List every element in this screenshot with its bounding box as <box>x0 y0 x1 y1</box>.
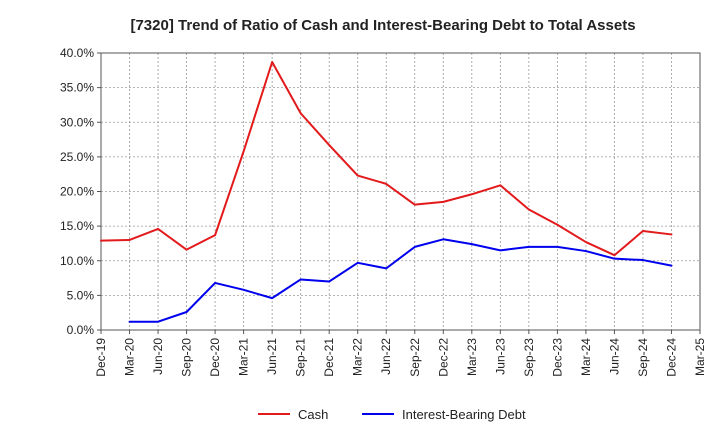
x-tick-label: Dec-19 <box>94 338 108 377</box>
grid-lines <box>101 52 700 330</box>
x-tick-label: Sep-20 <box>180 338 194 377</box>
x-tick-label: Sep-24 <box>636 338 650 377</box>
x-tick-label: Jun-20 <box>151 338 165 375</box>
y-tick-label: 10.0% <box>60 254 94 268</box>
series-group <box>100 61 673 257</box>
axes: 0.0% 5.0% 10.0% 15.0% 20.0% 25.0% 30.0% 35.0% 40… <box>60 46 707 377</box>
x-tick-label: Sep-22 <box>408 338 422 377</box>
legend-label: Cash <box>298 407 328 422</box>
legend-label: Interest-Bearing Debt <box>402 407 526 422</box>
chart-title: [7320] Trend of Ratio of Cash and Intere… <box>130 17 635 34</box>
x-tick-label: Jun-23 <box>493 338 507 375</box>
x-tick-label: Sep-21 <box>294 338 308 377</box>
x-tick-label: Dec-21 <box>322 338 336 377</box>
x-tick-label: Dec-24 <box>664 338 678 377</box>
y-tick-label: 20.0% <box>60 185 94 199</box>
y-tick-label: 15.0% <box>60 219 94 233</box>
legend: Cash Interest-Bearing Debt <box>258 407 526 422</box>
x-tick-label: Jun-22 <box>379 338 393 375</box>
x-tick-label: Jun-21 <box>265 338 279 375</box>
x-tick-label: Mar-24 <box>579 338 593 376</box>
x-tick-label: Dec-22 <box>436 338 450 377</box>
y-tick-label: 30.0% <box>60 115 94 129</box>
x-tick-label: Mar-21 <box>237 338 251 376</box>
x-tick-label: Sep-23 <box>522 338 536 377</box>
series-line <box>128 238 673 323</box>
x-tick-label: Dec-23 <box>550 338 564 377</box>
x-tick-label: Mar-25 <box>693 338 707 376</box>
series-line <box>100 61 673 257</box>
y-tick-label: 25.0% <box>60 150 94 164</box>
y-tick-label: 40.0% <box>60 46 94 60</box>
series-group <box>128 238 673 323</box>
x-tick-label: Dec-20 <box>208 338 222 377</box>
y-tick-label: 0.0% <box>67 323 95 337</box>
plot-frame <box>100 52 701 331</box>
series-lines <box>100 61 673 323</box>
y-tick-label: 5.0% <box>67 288 95 302</box>
x-tick-label: Mar-20 <box>123 338 137 376</box>
x-tick-label: Mar-22 <box>351 338 365 376</box>
y-tick-label: 35.0% <box>60 81 94 95</box>
x-tick-label: Mar-23 <box>465 338 479 376</box>
x-tick-label: Jun-24 <box>607 338 621 375</box>
